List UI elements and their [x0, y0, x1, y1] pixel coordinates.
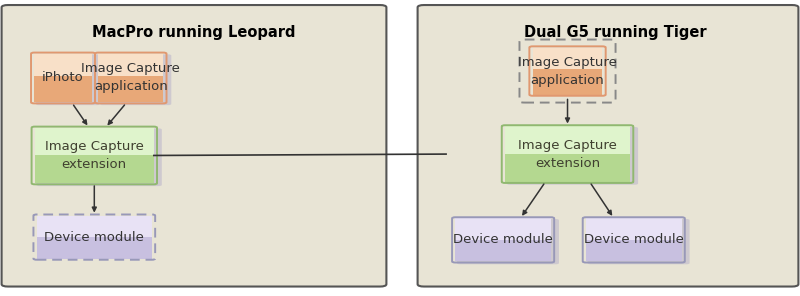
Bar: [98, 75, 163, 102]
Text: Image Capture
extension: Image Capture extension: [518, 139, 617, 170]
Bar: [455, 218, 551, 240]
FancyBboxPatch shape: [506, 127, 638, 185]
FancyBboxPatch shape: [100, 54, 171, 105]
Bar: [34, 128, 154, 155]
Text: Image Capture
extension: Image Capture extension: [45, 140, 144, 171]
Bar: [533, 48, 602, 69]
FancyBboxPatch shape: [2, 5, 386, 287]
Bar: [34, 54, 92, 75]
Bar: [505, 154, 630, 182]
Text: Device module: Device module: [44, 231, 144, 244]
Text: Image Capture
application: Image Capture application: [82, 62, 180, 94]
Bar: [505, 126, 630, 154]
Text: iPhoto: iPhoto: [42, 71, 84, 84]
Bar: [34, 155, 154, 183]
FancyBboxPatch shape: [36, 54, 100, 105]
Bar: [586, 240, 682, 261]
Text: Device module: Device module: [584, 233, 684, 246]
Text: MacPro running Leopard: MacPro running Leopard: [92, 25, 296, 40]
FancyBboxPatch shape: [418, 5, 798, 287]
Bar: [533, 69, 602, 95]
Bar: [586, 218, 682, 240]
FancyBboxPatch shape: [36, 128, 162, 186]
Bar: [37, 237, 152, 259]
Text: Device module: Device module: [453, 233, 553, 246]
Bar: [37, 216, 152, 237]
FancyBboxPatch shape: [587, 219, 690, 264]
FancyBboxPatch shape: [457, 219, 559, 264]
Bar: [455, 240, 551, 261]
Bar: [98, 54, 163, 75]
Bar: [34, 75, 92, 102]
Text: Image Capture
application: Image Capture application: [518, 56, 617, 86]
Text: Dual G5 running Tiger: Dual G5 running Tiger: [524, 25, 706, 40]
